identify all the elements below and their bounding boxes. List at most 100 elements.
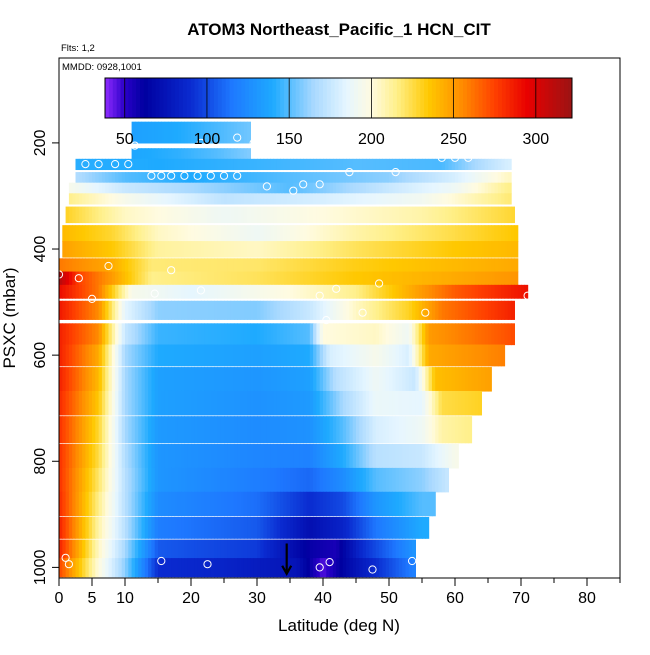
heatmap-cell [230,367,235,392]
heatmap-cell [379,284,383,299]
heatmap-cell [240,300,245,320]
heatmap-cell [299,367,304,392]
heatmap-cell [488,172,492,184]
heatmap-cell [392,390,397,416]
heatmap-cell [125,444,129,469]
heatmap-cell [194,193,199,205]
heatmap-cell [82,271,86,286]
heatmap-cell [224,367,228,392]
heatmap-cell [474,225,479,242]
heatmap-cell [105,206,110,224]
heatmap-cell [283,284,288,299]
heatmap-cell [365,284,370,299]
heatmap-cell [313,300,317,320]
heatmap-cell [435,390,440,416]
heatmap-cell [385,367,390,392]
heatmap-cell [303,491,308,517]
heatmap-cell [273,367,278,392]
heatmap-cell [306,344,311,367]
heatmap-cell [207,367,212,392]
heatmap-cell [290,241,294,258]
heatmap-cell [511,284,515,299]
heatmap-cell [144,271,149,286]
heatmap-cell [293,416,298,444]
heatmap-cell [362,271,367,286]
heatmap-cell [253,241,258,258]
heatmap-cell [438,390,443,416]
heatmap-cell [425,241,430,258]
heatmap-cell [441,416,446,444]
heatmap-cell [181,444,185,469]
heatmap-cell [408,416,413,444]
heatmap-cell [455,323,459,346]
heatmap-cell [115,344,119,367]
heatmap-cell [392,344,397,367]
heatmap-cell [270,225,275,242]
heatmap-cell [118,158,123,171]
heatmap-cell [293,516,298,539]
heatmap-cell [398,193,403,205]
heatmap-cell [85,284,90,299]
heatmap-cell [171,367,176,392]
heatmap-cell [392,416,397,444]
colorbar-segment [241,78,246,118]
heatmap-cell [359,416,364,444]
heatmap-cell [181,193,185,205]
heatmap-cell [329,241,334,258]
heatmap-cell [224,284,228,299]
heatmap-cell [181,148,185,160]
heatmap-cell [326,416,331,444]
heatmap-cell [197,539,202,559]
heatmap-cell [72,444,77,469]
heatmap-cell [336,367,341,392]
heatmap-cell [329,182,334,194]
heatmap-cell [101,344,106,367]
heatmap-cell [339,491,344,517]
heatmap-cell [217,300,222,320]
heatmap-cell [263,367,268,392]
heatmap-cell [313,258,317,273]
heatmap-cell [504,206,509,224]
heatmap-row [59,390,482,416]
heatmap-cell [204,206,209,224]
colorbar-segment [151,78,157,118]
heatmap-cell [68,284,73,299]
heatmap-cell [101,416,106,444]
colorbar-segment [280,78,285,118]
heatmap-cell [270,516,275,539]
heatmap-cell [336,271,341,286]
heatmap-cell [224,158,228,171]
heatmap-cell [395,258,400,273]
heatmap-cell [138,284,143,299]
heatmap-cell [276,516,281,539]
heatmap-cell [497,271,502,286]
heatmap-cell [461,258,466,273]
heatmap-cell [425,416,430,444]
heatmap-cell [323,300,327,320]
heatmap-cell [296,284,301,299]
heatmap-cell [72,284,77,299]
heatmap-cell [438,323,443,346]
heatmap-cell [144,444,149,469]
heatmap-cell [85,444,90,469]
heatmap-cell [346,491,350,517]
heatmap-cell [227,558,232,578]
heatmap-cell [98,206,103,224]
heatmap-cell [154,367,159,392]
heatmap-cell [451,182,456,194]
heatmap-cell [85,491,90,517]
heatmap-cell [471,323,476,346]
heatmap-cell [154,206,159,224]
heatmap-cell [92,344,96,367]
heatmap-cell [266,444,271,469]
heatmap-cell [75,344,80,367]
heatmap-cell [161,367,166,392]
heatmap-cell [105,225,110,242]
heatmap-cell [422,172,426,184]
heatmap-cell [369,284,374,299]
heatmap-cell [224,206,228,224]
heatmap-cell [177,416,182,444]
heatmap-cell [280,367,284,392]
heatmap-cell [412,182,416,194]
heatmap-cell [158,172,162,184]
